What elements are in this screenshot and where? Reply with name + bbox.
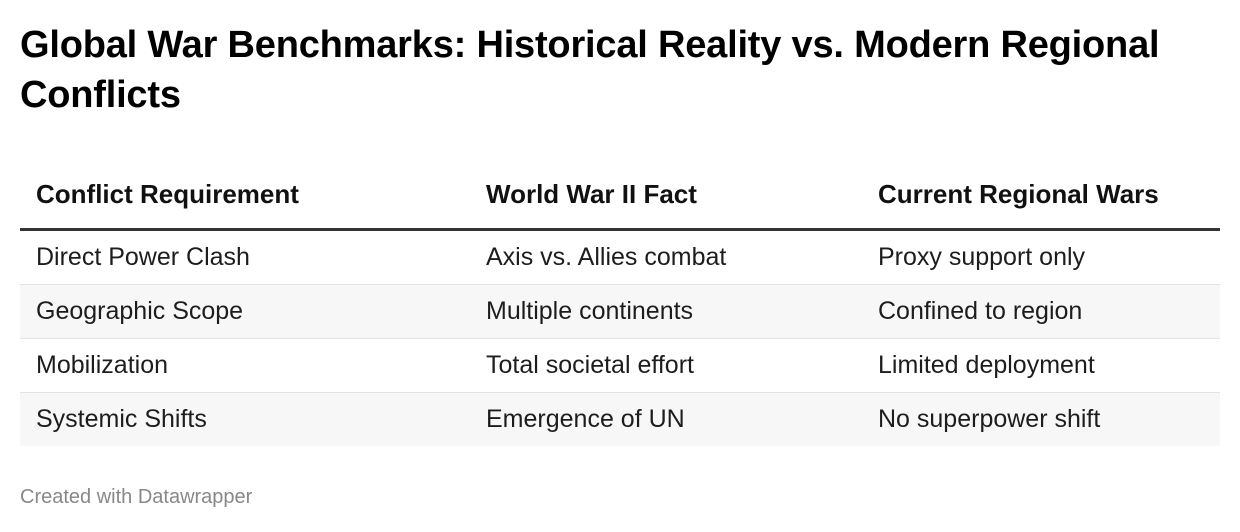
table-row: Mobilization Total societal effort Limit…	[20, 338, 1220, 393]
table-cell: Confined to region	[862, 284, 1220, 339]
table-cell: Systemic Shifts	[20, 392, 470, 446]
table-cell: Multiple continents	[470, 284, 862, 339]
table-cell: Emergence of UN	[470, 392, 862, 446]
table-cell: Proxy support only	[862, 229, 1220, 285]
column-header-current-regional-wars: Current Regional Wars	[862, 160, 1220, 231]
footer-credit: Created with Datawrapper	[20, 486, 253, 508]
table-cell: Limited deployment	[862, 338, 1220, 393]
table-row: Geographic Scope Multiple continents Con…	[20, 284, 1220, 339]
table-cell: No superpower shift	[862, 392, 1220, 446]
table-cell: Mobilization	[20, 338, 470, 393]
data-table: Conflict Requirement World War II Fact C…	[20, 160, 1220, 446]
chart-title: Global War Benchmarks: Historical Realit…	[20, 24, 1160, 116]
table-header-row: Conflict Requirement World War II Fact C…	[20, 160, 1220, 231]
table-row: Direct Power Clash Axis vs. Allies comba…	[20, 229, 1220, 285]
table-cell: Direct Power Clash	[20, 229, 470, 285]
table-row: Systemic Shifts Emergence of UN No super…	[20, 392, 1220, 446]
column-header-world-war-ii-fact: World War II Fact	[470, 160, 862, 231]
table-cell: Geographic Scope	[20, 284, 470, 339]
column-header-conflict-requirement: Conflict Requirement	[20, 160, 470, 231]
table-cell: Axis vs. Allies combat	[470, 229, 862, 285]
table-cell: Total societal effort	[470, 338, 862, 393]
